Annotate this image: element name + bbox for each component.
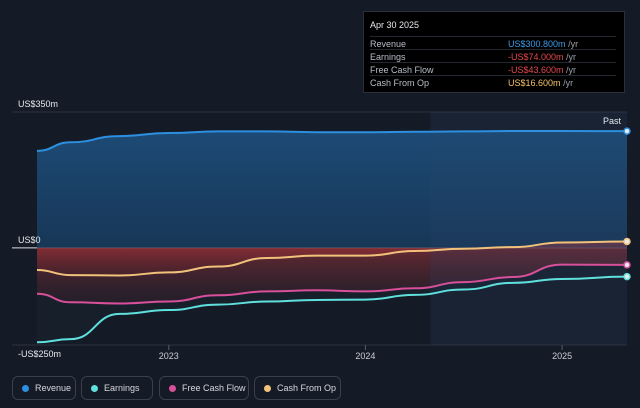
area-cash-from-op xyxy=(37,241,627,276)
y-tick-label: US$350m xyxy=(18,99,58,109)
past-label: Past xyxy=(603,116,622,126)
legend-item-earnings[interactable]: Earnings xyxy=(81,376,153,400)
tooltip-value: -US$43.600m /yr xyxy=(508,65,577,75)
tooltip-date: Apr 30 2025 xyxy=(370,20,420,30)
legend-dot-icon xyxy=(91,385,98,392)
line-free-cash-flow xyxy=(36,263,628,305)
line-revenue xyxy=(36,130,628,152)
x-tick-label: 2024 xyxy=(355,351,375,361)
legend-dot-icon xyxy=(22,385,29,392)
tooltip-label: Earnings xyxy=(370,52,406,62)
endpoint-dot xyxy=(623,127,631,135)
legend-dot-icon xyxy=(169,385,176,392)
tooltip-row-cfo: Cash From Op US$16.600m /yr xyxy=(370,75,616,89)
endpoint-dot xyxy=(623,237,631,246)
legend-label: Free Cash Flow xyxy=(182,383,246,393)
tooltip-value: US$16.600m /yr xyxy=(508,78,574,88)
tooltip-value: US$300.800m /yr xyxy=(508,39,579,49)
legend-label: Cash From Op xyxy=(277,383,337,393)
tooltip-label: Cash From Op xyxy=(370,78,430,88)
x-tick-label: 2025 xyxy=(552,351,572,361)
tooltip-label: Revenue xyxy=(370,39,407,49)
x-tick-label: 2023 xyxy=(159,351,179,361)
tooltip-label: Free Cash Flow xyxy=(370,65,434,75)
line-cash-from-op xyxy=(36,240,628,277)
legend-dot-icon xyxy=(264,385,271,392)
tooltip-row-earnings: Earnings -US$74.000m /yr xyxy=(370,49,616,63)
legend-label: Earnings xyxy=(104,383,140,393)
y-tick-label: -US$250m xyxy=(18,349,61,359)
legend-item-cash-from-op[interactable]: Cash From Op xyxy=(254,376,341,400)
legend-label: Revenue xyxy=(35,383,72,393)
tooltip-row-fcf: Free Cash Flow -US$43.600m /yr xyxy=(370,62,616,76)
legend-item-revenue[interactable]: Revenue xyxy=(12,376,76,400)
forecast-shade xyxy=(430,112,627,345)
line-earnings xyxy=(36,275,628,344)
y-tick-label: US$0 xyxy=(18,235,41,245)
tooltip-value: -US$74.000m /yr xyxy=(508,52,577,62)
tooltip-row-revenue: Revenue US$300.800m /yr xyxy=(370,36,616,50)
legend-item-free-cash-flow[interactable]: Free Cash Flow xyxy=(159,376,249,400)
endpoint-dot xyxy=(623,261,631,269)
endpoint-dot xyxy=(623,272,631,281)
area-revenue xyxy=(37,131,627,248)
tooltip: Apr 30 2025 Revenue US$300.800m /yr Earn… xyxy=(363,11,625,93)
